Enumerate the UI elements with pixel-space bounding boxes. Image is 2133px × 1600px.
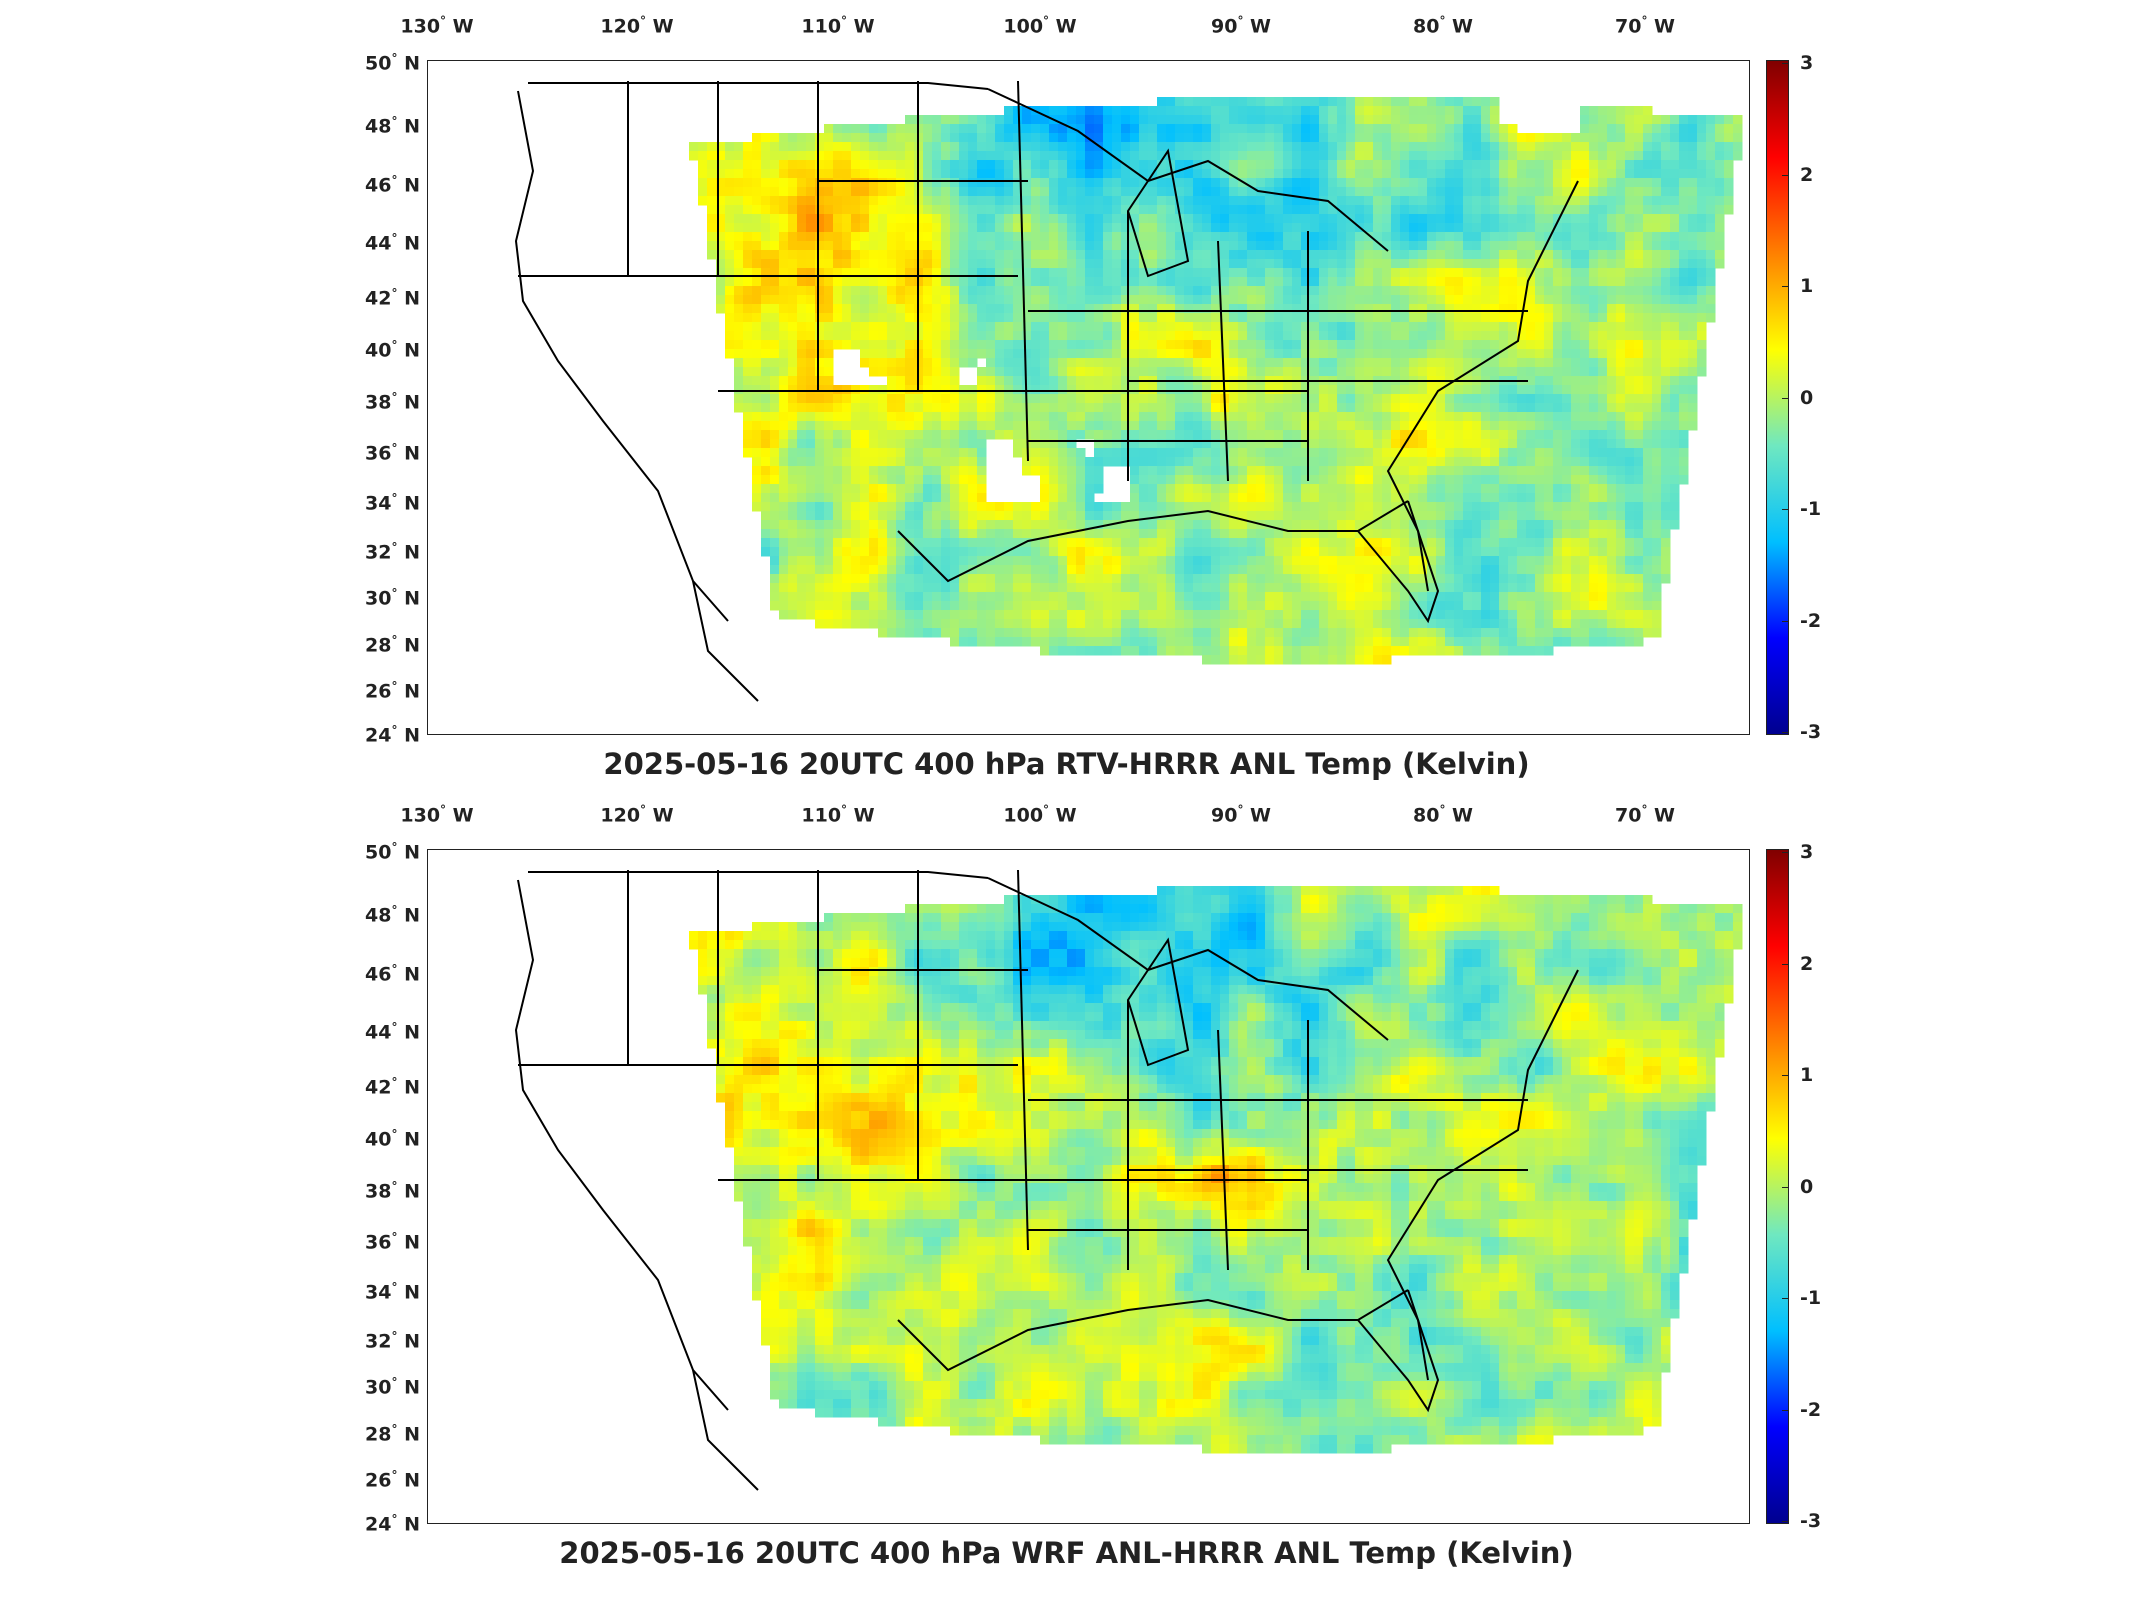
- latitude-label: 30° N: [365, 586, 420, 610]
- latitude-label: 30° N: [365, 1375, 420, 1399]
- colorbar-tick: [1782, 852, 1789, 853]
- longitude-label: 90° W: [1210, 803, 1272, 827]
- colorbar-tick: [1782, 1409, 1789, 1411]
- latitude-label: 50° N: [365, 51, 420, 75]
- temperature-field: [689, 886, 1743, 1454]
- boundary-line: [514, 90, 729, 622]
- latitude-label: 32° N: [365, 540, 420, 564]
- longitude-label: 110° W: [801, 14, 875, 38]
- temperature-map: [514, 80, 1743, 702]
- boundary-line: [1017, 80, 1029, 462]
- longitude-label: 100° W: [1003, 803, 1077, 827]
- latitude-label: 36° N: [365, 441, 420, 465]
- boundary-line: [528, 82, 989, 90]
- colorbar-tick-label: 0: [1800, 386, 1814, 409]
- colorbar-tick: [1782, 1521, 1789, 1522]
- colorbar-tick-label: 2: [1800, 952, 1814, 975]
- state-boundaries: [514, 80, 1579, 702]
- boundary-line: [692, 1369, 759, 1491]
- boundary-line: [987, 88, 1389, 252]
- boundary-line: [1126, 937, 1190, 1067]
- boundary-line: [1357, 1289, 1440, 1413]
- boundary-line: [1126, 148, 1190, 278]
- longitude-label: 70° W: [1614, 14, 1676, 38]
- colorbar-tick-label: 3: [1800, 52, 1814, 74]
- boundary-line: [987, 877, 1389, 1041]
- longitude-label: 110° W: [801, 803, 875, 827]
- colorbar-tick-label: 1: [1800, 1064, 1814, 1086]
- state-boundaries: [514, 869, 1579, 1491]
- colorbar-tick: [1782, 620, 1789, 622]
- boundary-line: [897, 500, 1409, 583]
- temperature-field: [689, 97, 1743, 665]
- latitude-label: 46° N: [365, 173, 420, 197]
- colorbar-tick-label: 0: [1800, 1175, 1814, 1198]
- latitude-label: 48° N: [365, 114, 420, 138]
- latitude-label: 50° N: [365, 840, 420, 864]
- latitude-label: 28° N: [365, 633, 420, 657]
- colorbar-tick: [1782, 174, 1789, 176]
- colorbar-tick: [1782, 397, 1789, 399]
- boundary-line: [897, 1289, 1409, 1372]
- boundary-line: [528, 871, 989, 879]
- map-plot-area: [427, 60, 1750, 735]
- latitude-label: 36° N: [365, 1230, 420, 1254]
- latitude-label: 34° N: [365, 1280, 420, 1304]
- latitude-label: 32° N: [365, 1329, 420, 1353]
- colorbar-tick: [1782, 509, 1789, 510]
- colorbar-tick-label: -2: [1800, 1398, 1822, 1421]
- boundary-line: [692, 580, 759, 702]
- colorbar-tick: [1782, 963, 1789, 965]
- longitude-label: 90° W: [1210, 14, 1272, 38]
- latitude-label: 40° N: [365, 1127, 420, 1151]
- longitude-label: 120° W: [600, 14, 674, 38]
- map-plot-area: [427, 849, 1750, 1524]
- latitude-label: 26° N: [365, 679, 420, 703]
- latitude-label: 44° N: [365, 231, 420, 255]
- longitude-label: 70° W: [1614, 803, 1676, 827]
- longitude-label: 80° W: [1412, 14, 1474, 38]
- boundary-line: [1357, 500, 1440, 624]
- temperature-map: [514, 869, 1743, 1491]
- colorbar-tick-label: 1: [1800, 275, 1814, 297]
- colorbar-tick-label: -1: [1800, 498, 1822, 520]
- boundary-line: [514, 879, 729, 1411]
- colorbar-tick: [1782, 732, 1789, 733]
- colorbar-tick-label: -2: [1800, 609, 1822, 632]
- latitude-label: 38° N: [365, 390, 420, 414]
- colorbar-tick: [1782, 1075, 1789, 1076]
- colorbar-tick-label: -1: [1800, 1287, 1822, 1309]
- panel-title: 2025-05-16 20UTC 400 hPa WRF ANL-HRRR AN…: [559, 1536, 1574, 1570]
- colorbar-tick-label: -3: [1800, 721, 1822, 743]
- longitude-label: 130° W: [400, 14, 474, 38]
- latitude-label: 48° N: [365, 903, 420, 927]
- longitude-label: 130° W: [400, 803, 474, 827]
- longitude-label: 120° W: [600, 803, 674, 827]
- longitude-label: 100° W: [1003, 14, 1077, 38]
- latitude-label: 28° N: [365, 1422, 420, 1446]
- latitude-label: 24° N: [365, 723, 420, 747]
- colorbar-tick: [1782, 286, 1789, 287]
- colorbar-tick-label: -3: [1800, 1510, 1822, 1532]
- colorbar-tick: [1782, 1186, 1789, 1188]
- latitude-label: 26° N: [365, 1468, 420, 1492]
- latitude-label: 46° N: [365, 962, 420, 986]
- colorbar-tick: [1782, 1298, 1789, 1299]
- latitude-label: 40° N: [365, 338, 420, 362]
- longitude-label: 80° W: [1412, 803, 1474, 827]
- colorbar-tick-label: 3: [1800, 841, 1814, 863]
- latitude-label: 42° N: [365, 286, 420, 310]
- panel-title: 2025-05-16 20UTC 400 hPa RTV-HRRR ANL Te…: [603, 747, 1530, 781]
- latitude-label: 42° N: [365, 1075, 420, 1099]
- colorbar-tick: [1782, 63, 1789, 64]
- latitude-label: 44° N: [365, 1020, 420, 1044]
- latitude-label: 24° N: [365, 1512, 420, 1536]
- latitude-label: 34° N: [365, 491, 420, 515]
- boundary-line: [1017, 869, 1029, 1251]
- colorbar-tick-label: 2: [1800, 163, 1814, 186]
- latitude-label: 38° N: [365, 1179, 420, 1203]
